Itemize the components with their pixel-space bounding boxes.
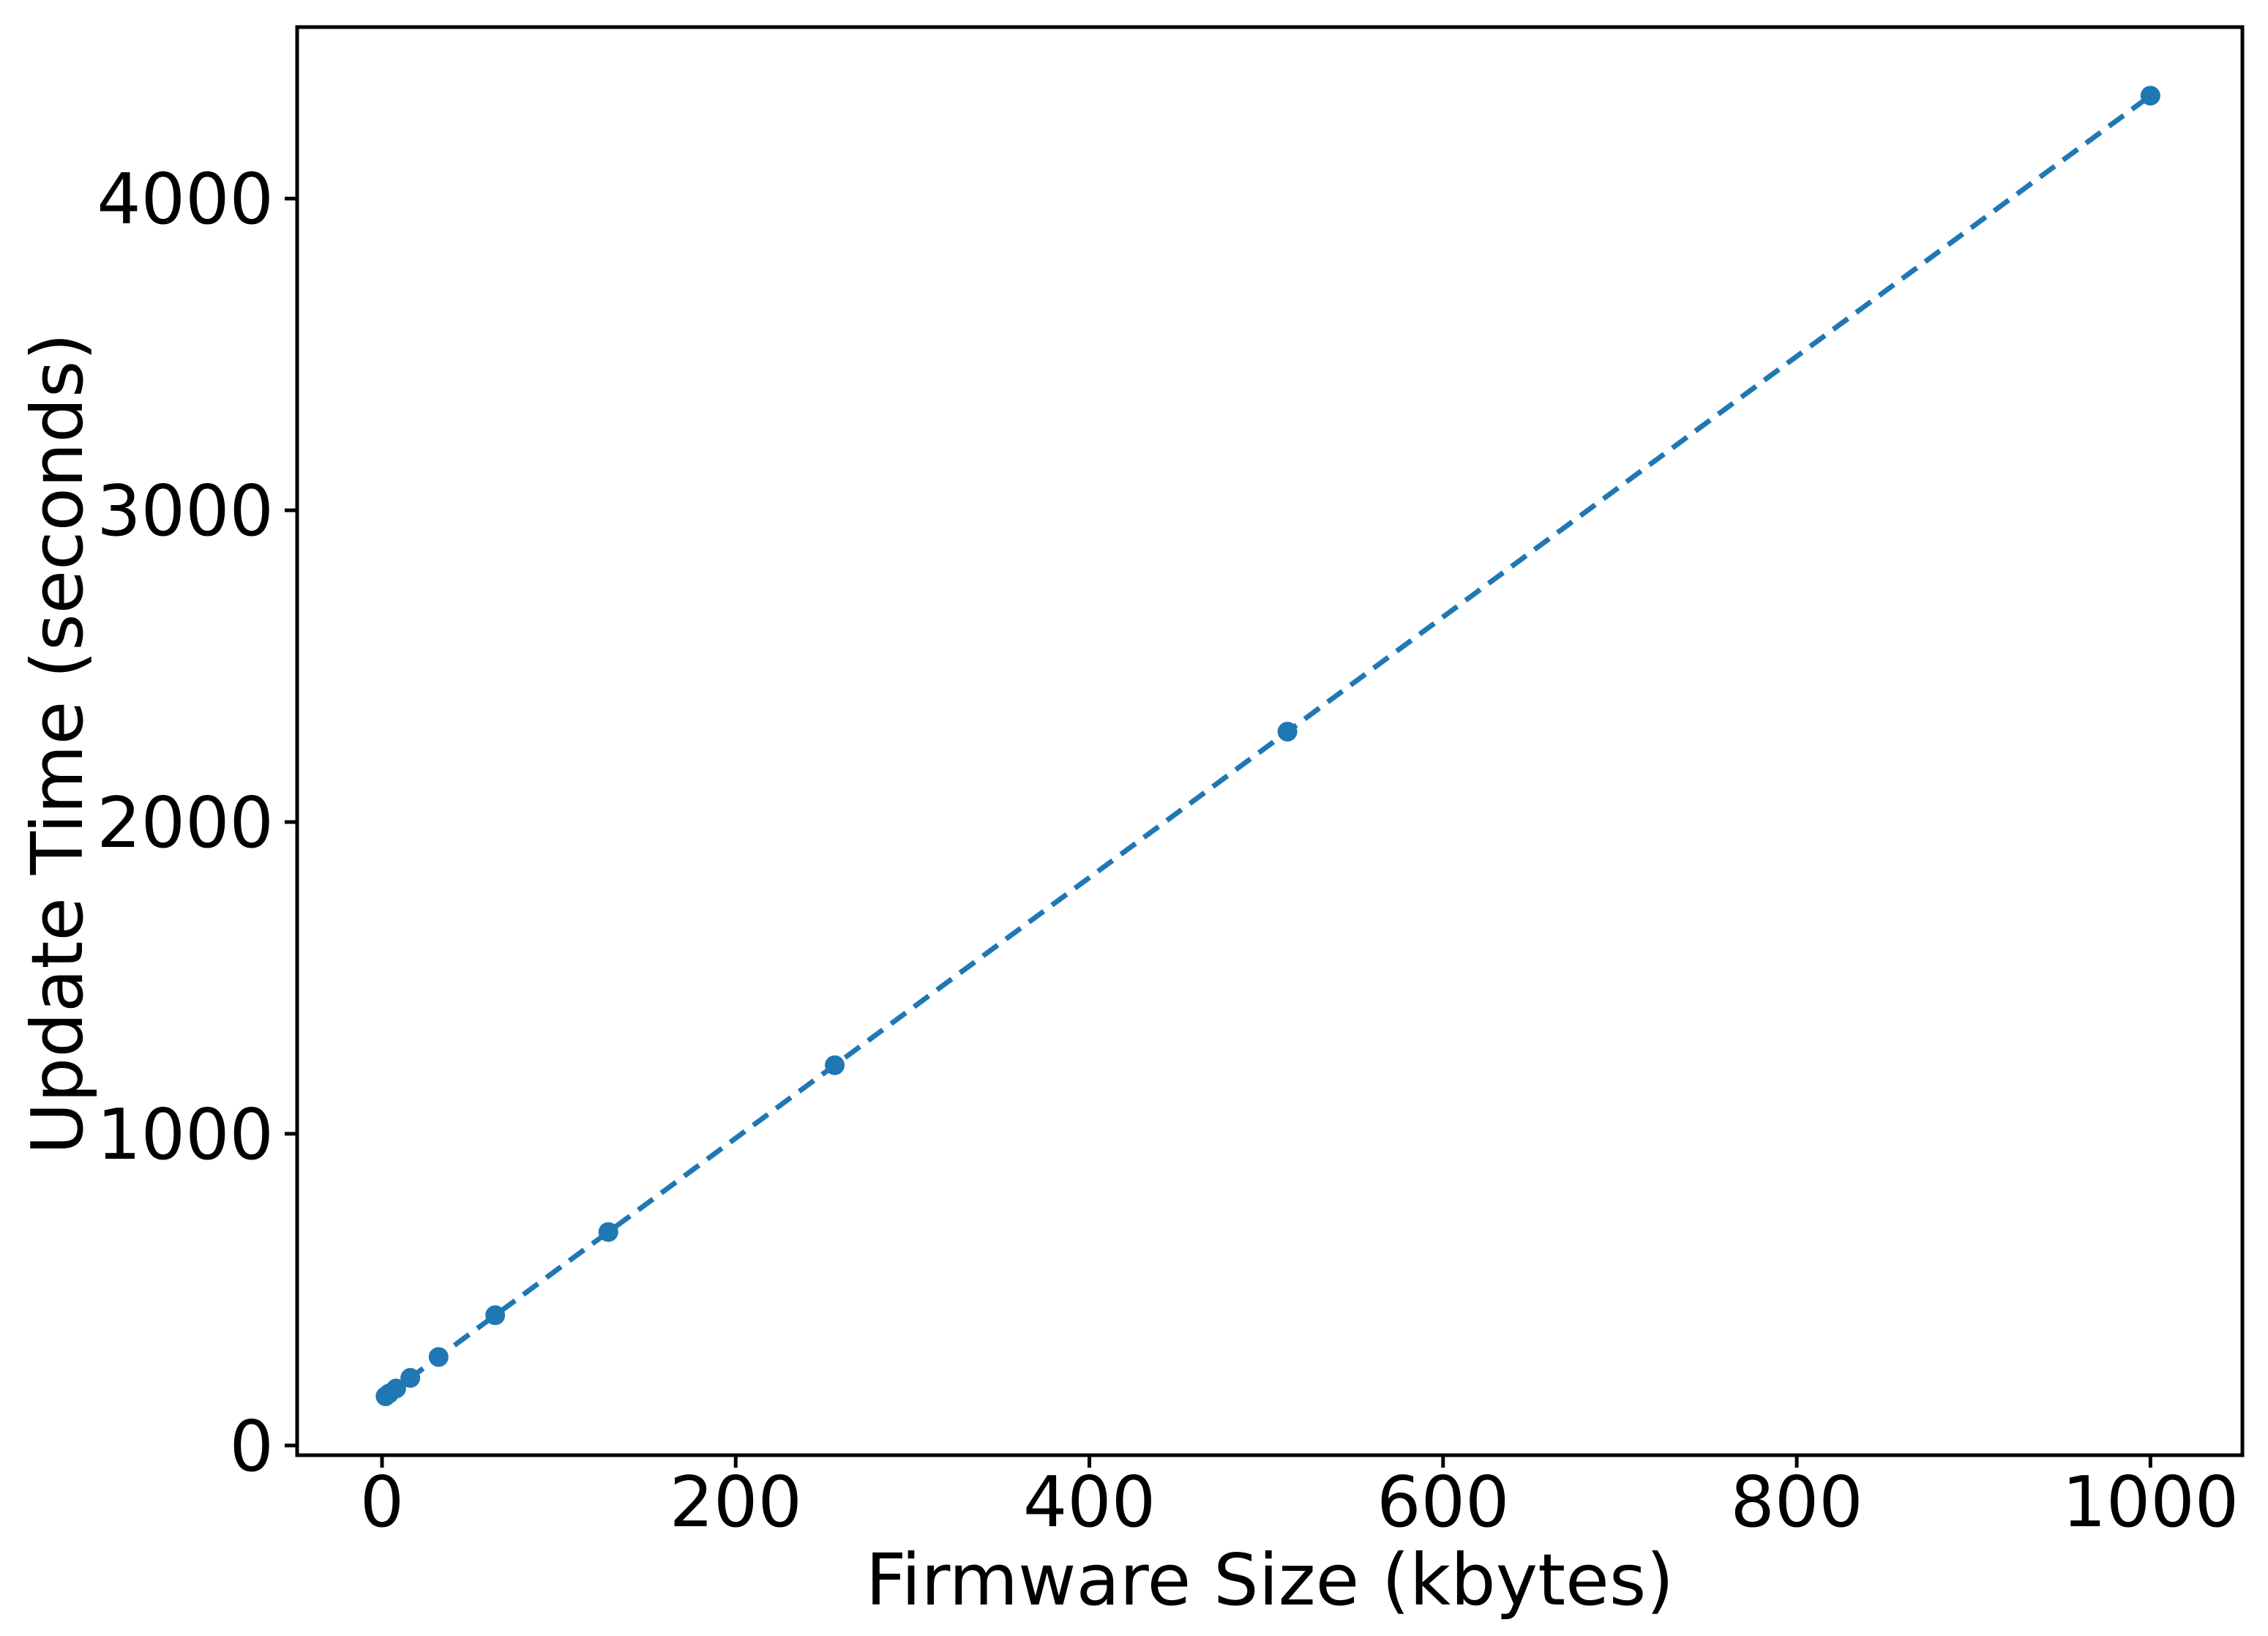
y-tick-label: 2000 xyxy=(97,783,274,864)
series-line xyxy=(383,93,2152,1399)
x-tick-label: 200 xyxy=(670,1463,802,1543)
x-tick-label: 600 xyxy=(1377,1463,1509,1543)
y-axis-label: Update Time (seconds) xyxy=(16,333,99,1155)
data-point xyxy=(428,1347,449,1367)
data-point xyxy=(2140,86,2160,106)
data-point xyxy=(400,1367,421,1388)
data-point xyxy=(825,1055,845,1075)
plot-area-border xyxy=(295,25,2245,1457)
x-tick-label: 1000 xyxy=(2062,1463,2239,1543)
y-axis-ticks: 0 1000 2000 3000 4000 xyxy=(97,160,297,1487)
y-tick-label: 4000 xyxy=(97,160,274,240)
x-axis-ticks: 0 200 400 600 800 1000 xyxy=(360,1455,2239,1543)
data-point xyxy=(1277,722,1298,742)
data-point xyxy=(386,1378,406,1399)
data-series-group xyxy=(375,86,2160,1407)
x-axis-label: Firmware Size (kbytes) xyxy=(866,1539,1674,1621)
y-tick-label: 0 xyxy=(230,1407,274,1487)
y-tick-label: 1000 xyxy=(97,1095,274,1176)
data-point xyxy=(598,1222,618,1242)
x-tick-label: 0 xyxy=(360,1463,404,1543)
x-tick-label: 800 xyxy=(1730,1463,1863,1543)
y-tick-label: 3000 xyxy=(97,471,274,552)
x-tick-label: 400 xyxy=(1023,1463,1156,1543)
data-point xyxy=(485,1305,506,1326)
